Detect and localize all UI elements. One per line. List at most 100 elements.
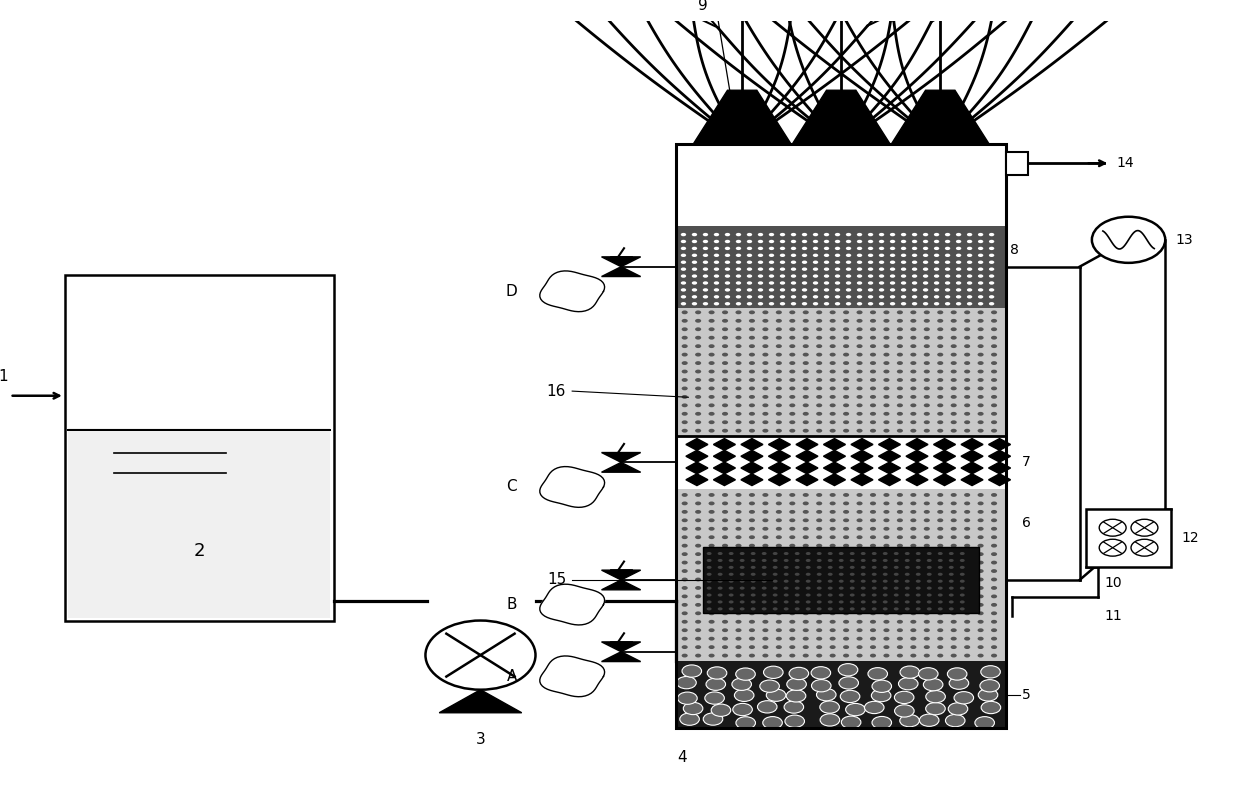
Circle shape — [861, 566, 866, 569]
Circle shape — [897, 611, 903, 615]
Circle shape — [746, 295, 753, 298]
Circle shape — [883, 336, 889, 339]
Circle shape — [910, 620, 916, 623]
Circle shape — [897, 510, 903, 514]
Circle shape — [802, 536, 808, 539]
Circle shape — [776, 620, 782, 623]
Circle shape — [879, 267, 884, 271]
Circle shape — [937, 429, 944, 433]
Circle shape — [951, 527, 957, 531]
Circle shape — [872, 587, 877, 589]
Circle shape — [980, 679, 999, 692]
Circle shape — [722, 527, 728, 531]
Circle shape — [937, 378, 944, 382]
Circle shape — [879, 240, 884, 243]
Circle shape — [813, 254, 818, 257]
Circle shape — [780, 274, 785, 278]
Circle shape — [682, 665, 702, 677]
Circle shape — [823, 254, 830, 257]
Circle shape — [830, 569, 836, 573]
Circle shape — [872, 600, 877, 604]
Circle shape — [718, 566, 723, 569]
Circle shape — [816, 344, 822, 348]
Circle shape — [883, 566, 888, 569]
Circle shape — [789, 561, 795, 565]
Circle shape — [802, 527, 808, 531]
Circle shape — [816, 412, 822, 416]
Circle shape — [883, 395, 889, 399]
Circle shape — [823, 260, 830, 264]
Circle shape — [978, 302, 983, 305]
Circle shape — [894, 573, 899, 576]
Circle shape — [813, 260, 818, 264]
Polygon shape — [713, 450, 735, 462]
Circle shape — [712, 704, 730, 717]
Circle shape — [789, 611, 795, 615]
Circle shape — [978, 295, 983, 298]
Circle shape — [937, 577, 944, 581]
Circle shape — [879, 247, 884, 250]
Circle shape — [843, 403, 849, 407]
Circle shape — [901, 267, 906, 271]
Circle shape — [703, 302, 708, 305]
Circle shape — [897, 420, 903, 424]
Circle shape — [802, 344, 808, 348]
Circle shape — [722, 628, 728, 632]
Circle shape — [991, 429, 997, 433]
Circle shape — [749, 369, 755, 373]
Circle shape — [843, 310, 849, 314]
Circle shape — [956, 274, 961, 278]
Circle shape — [1131, 539, 1158, 556]
Circle shape — [795, 566, 800, 569]
Circle shape — [977, 361, 983, 365]
Circle shape — [945, 233, 950, 237]
Circle shape — [978, 288, 983, 292]
Circle shape — [937, 536, 944, 539]
Circle shape — [763, 319, 769, 323]
Circle shape — [910, 603, 916, 607]
Circle shape — [830, 387, 836, 390]
Circle shape — [789, 603, 795, 607]
Circle shape — [681, 282, 686, 285]
Circle shape — [789, 378, 795, 382]
Circle shape — [802, 274, 807, 278]
Circle shape — [706, 678, 725, 691]
Circle shape — [776, 653, 782, 657]
Circle shape — [963, 577, 970, 581]
Circle shape — [816, 552, 822, 556]
Circle shape — [681, 260, 686, 264]
Circle shape — [883, 577, 889, 581]
Polygon shape — [769, 462, 790, 474]
Circle shape — [894, 607, 899, 611]
Circle shape — [758, 247, 763, 250]
Circle shape — [897, 493, 903, 497]
Circle shape — [951, 412, 957, 416]
Circle shape — [879, 254, 884, 257]
Circle shape — [872, 566, 877, 569]
Circle shape — [890, 274, 895, 278]
Circle shape — [708, 653, 714, 657]
Circle shape — [870, 387, 875, 390]
Polygon shape — [961, 462, 983, 474]
Circle shape — [843, 420, 849, 424]
Circle shape — [870, 603, 875, 607]
Circle shape — [937, 527, 944, 531]
Circle shape — [951, 518, 957, 522]
Circle shape — [937, 403, 944, 407]
Circle shape — [802, 645, 808, 649]
Circle shape — [872, 559, 877, 562]
Circle shape — [910, 628, 916, 632]
Circle shape — [963, 395, 970, 399]
Circle shape — [910, 310, 916, 314]
Circle shape — [725, 282, 730, 285]
Circle shape — [722, 327, 728, 331]
Circle shape — [696, 653, 701, 657]
Circle shape — [791, 274, 796, 278]
Circle shape — [816, 543, 822, 547]
Circle shape — [813, 267, 818, 271]
Circle shape — [849, 566, 854, 569]
Circle shape — [926, 559, 931, 562]
Circle shape — [696, 344, 701, 348]
Circle shape — [708, 527, 714, 531]
Circle shape — [1099, 519, 1126, 536]
